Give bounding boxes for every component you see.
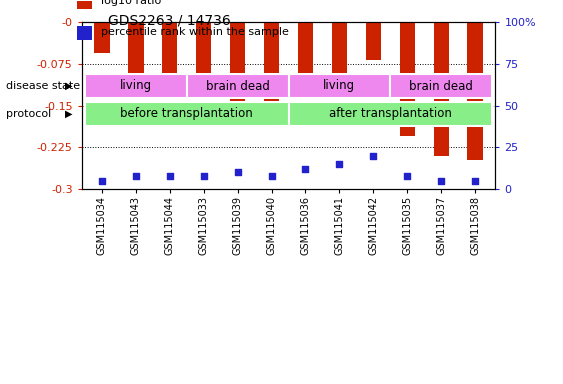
Bar <box>366 22 381 60</box>
Bar <box>85 74 187 98</box>
Bar <box>187 74 289 98</box>
Text: before transplantation: before transplantation <box>120 108 253 121</box>
Point <box>97 177 106 184</box>
Text: after transplantation: after transplantation <box>329 108 452 121</box>
Point <box>437 177 446 184</box>
Bar <box>434 22 449 156</box>
Text: ▶: ▶ <box>65 109 72 119</box>
Bar <box>162 22 177 89</box>
Text: protocol: protocol <box>6 109 51 119</box>
Text: ▶: ▶ <box>65 81 72 91</box>
Text: brain dead: brain dead <box>409 79 473 93</box>
Bar <box>289 74 390 98</box>
Text: living: living <box>323 79 355 93</box>
Text: living: living <box>120 79 152 93</box>
Bar <box>264 22 279 122</box>
Bar <box>77 0 92 8</box>
Point <box>335 161 344 167</box>
Bar <box>400 22 415 136</box>
Point <box>166 172 175 179</box>
Point <box>471 177 480 184</box>
Bar <box>85 102 289 126</box>
Text: percentile rank within the sample: percentile rank within the sample <box>101 27 288 37</box>
Point <box>233 169 242 175</box>
Bar <box>230 22 245 125</box>
Bar <box>77 25 92 40</box>
Point <box>131 172 140 179</box>
Bar <box>332 22 347 83</box>
Bar <box>95 22 110 53</box>
Point <box>403 172 412 179</box>
Bar <box>298 22 313 93</box>
Text: brain dead: brain dead <box>205 79 270 93</box>
Text: log10 ratio: log10 ratio <box>101 0 161 6</box>
Bar <box>289 102 492 126</box>
Text: GDS2263 / 14736: GDS2263 / 14736 <box>108 14 230 28</box>
Point <box>301 166 310 172</box>
Point <box>199 172 208 179</box>
Text: disease state: disease state <box>6 81 80 91</box>
Point <box>369 152 378 159</box>
Point <box>267 172 276 179</box>
Bar <box>467 22 482 160</box>
Bar <box>196 22 211 97</box>
Bar <box>128 22 144 94</box>
Bar <box>390 74 492 98</box>
